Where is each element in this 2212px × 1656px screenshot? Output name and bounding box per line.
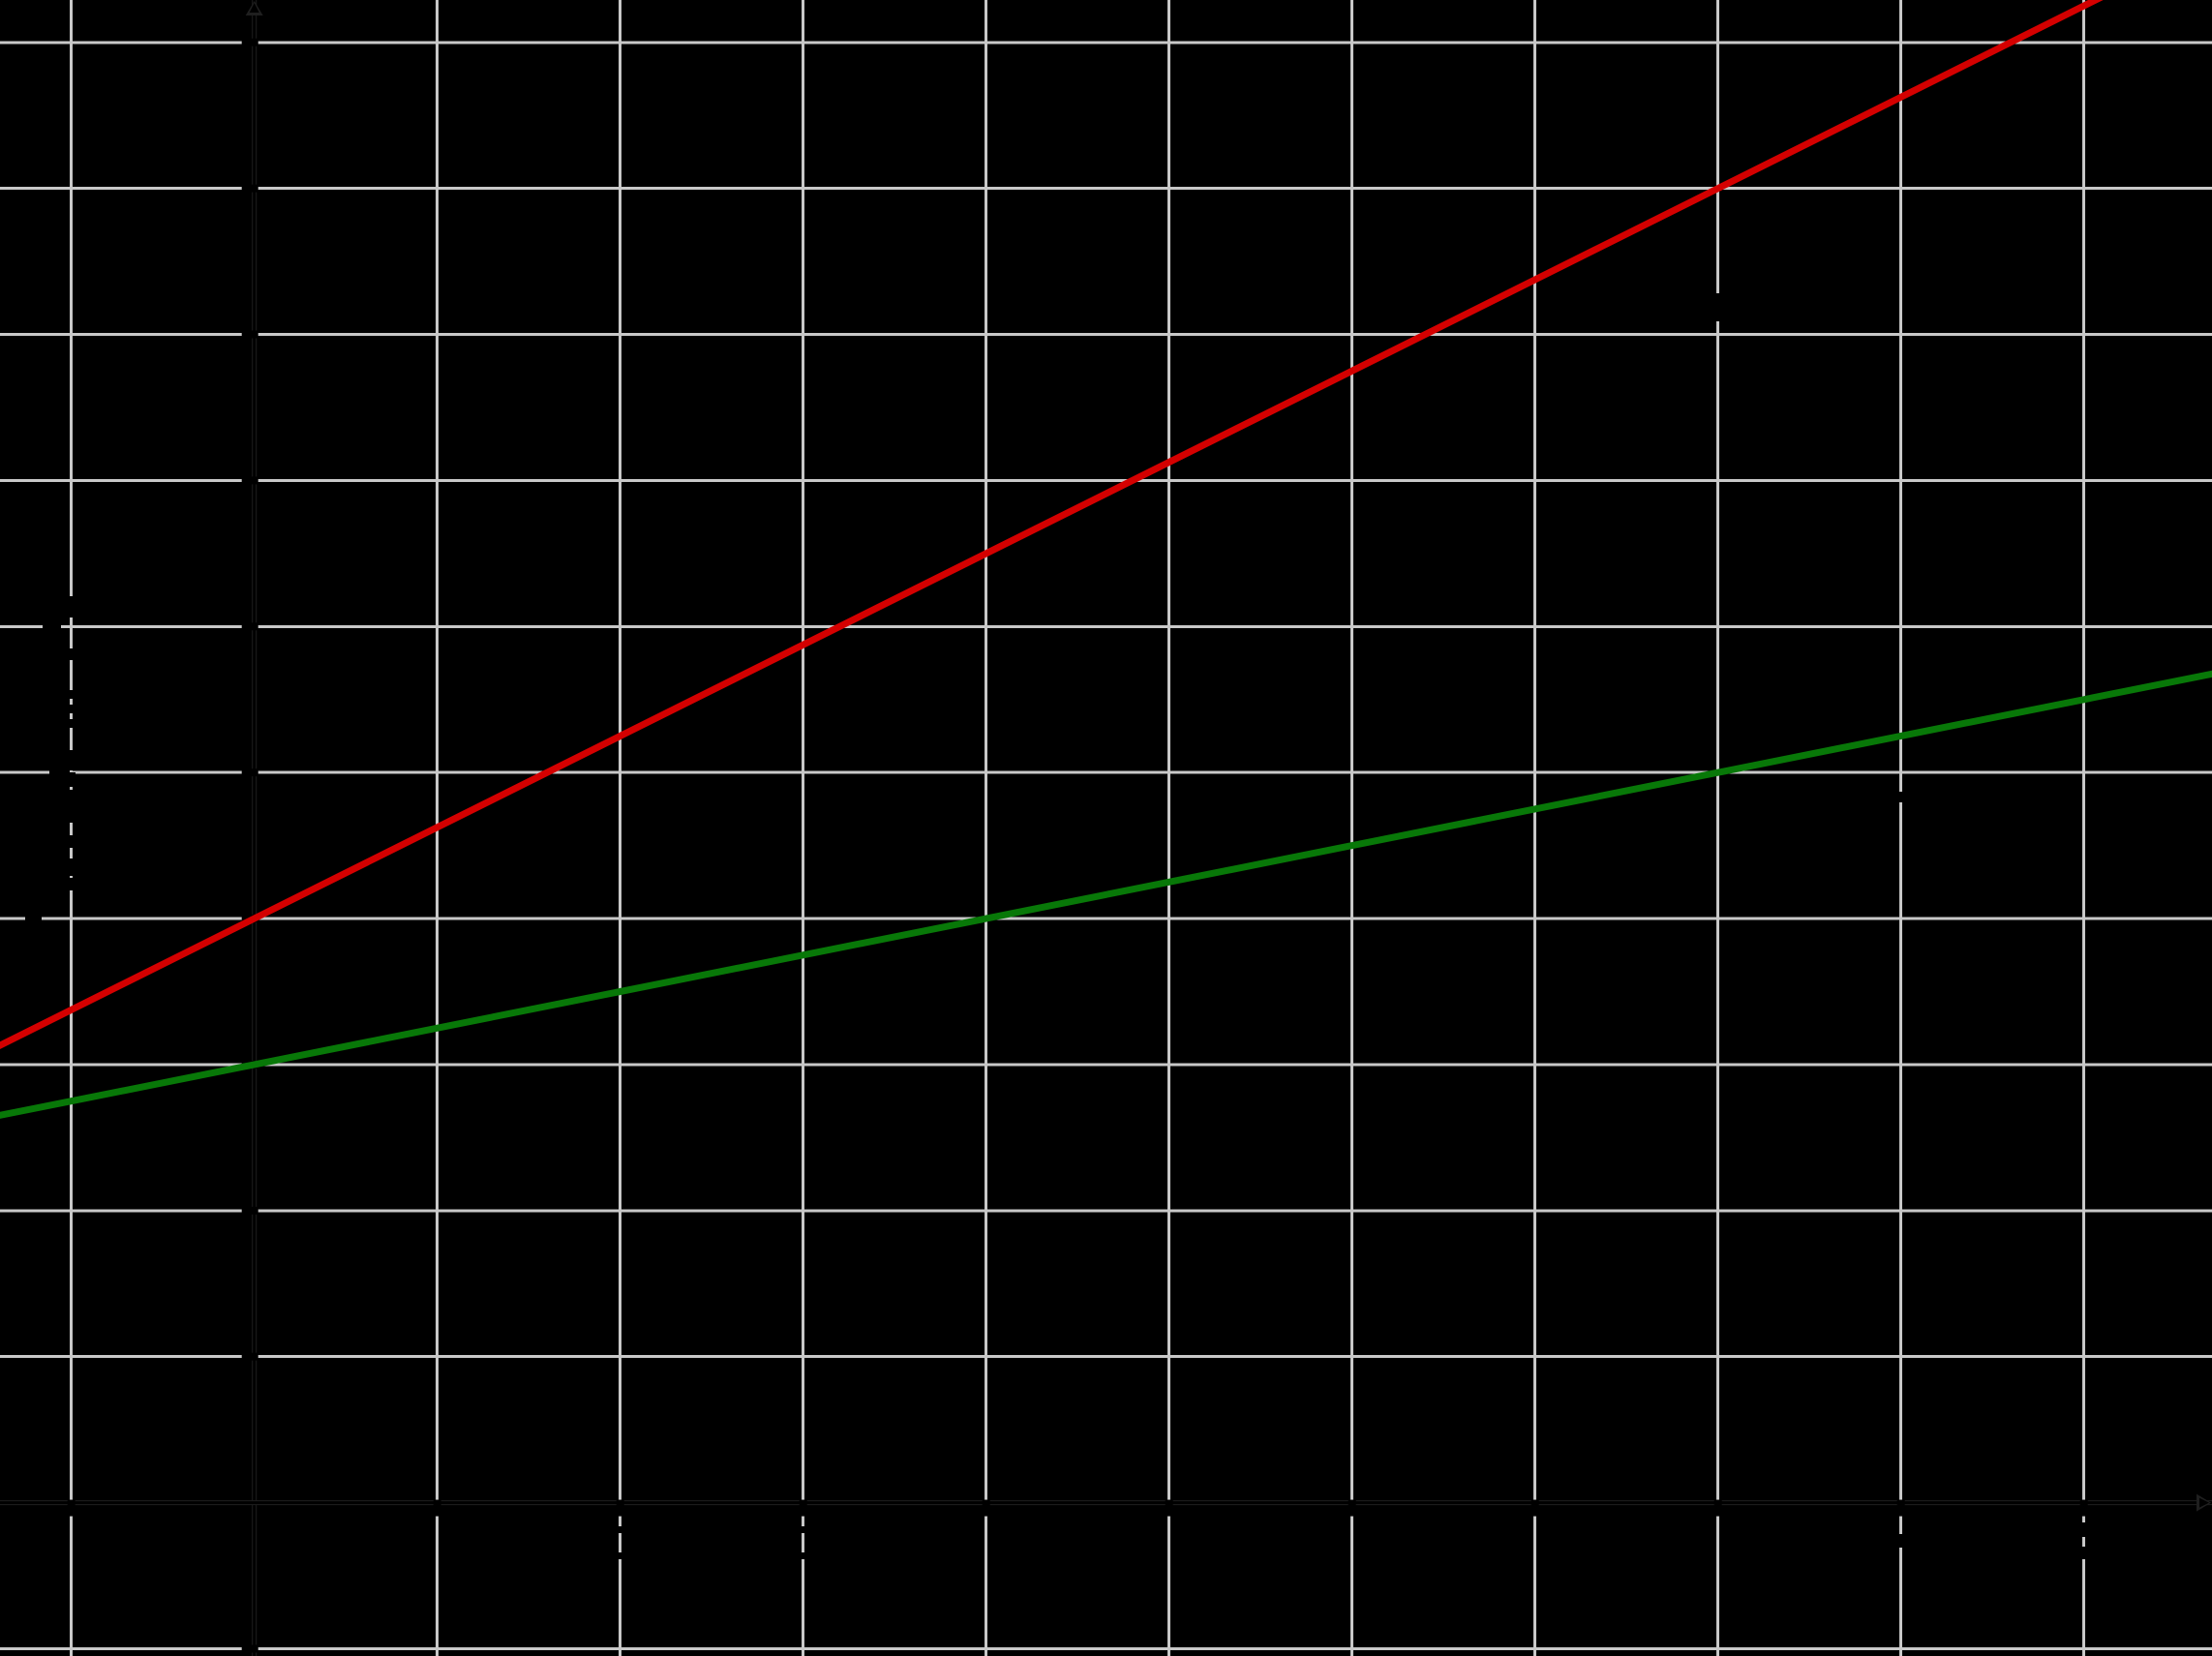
x-axis-tick (2079, 1499, 2088, 1517)
y-axis-tick (241, 1644, 258, 1653)
label-fragment (43, 619, 61, 631)
x-axis-tick (1896, 1499, 1905, 1517)
x-axis-arrowhead-core-icon (2199, 1497, 2209, 1508)
x-axis-tick (1530, 1499, 1539, 1517)
label-fragment (63, 835, 76, 848)
label-fragment (63, 690, 76, 699)
y-axis-tick (241, 38, 258, 46)
label-fragment (2078, 1522, 2088, 1537)
x-axis-tick (1348, 1499, 1356, 1517)
label-fragment (2078, 1547, 2088, 1559)
label-fragment (63, 596, 76, 617)
y-axis-tick (241, 1206, 258, 1215)
y-axis-tick (241, 622, 258, 631)
y-axis-tick (241, 330, 258, 339)
x-axis-tick (616, 1499, 624, 1517)
label-fragment (63, 750, 76, 770)
x-axis-tick (1165, 1499, 1173, 1517)
x-axis-tick (433, 1499, 441, 1517)
x-axis-tick (799, 1499, 807, 1517)
label-fragment (63, 790, 76, 823)
y-axis-arrowhead-core-icon (249, 3, 259, 13)
label-fragment (797, 1552, 805, 1559)
y-axis-tick (241, 476, 258, 485)
label-fragment (1895, 792, 1905, 802)
y-axis-tick (241, 1352, 258, 1361)
label-fragment (63, 878, 76, 890)
y-axis-tick (241, 768, 258, 777)
x-axis-tick (982, 1499, 990, 1517)
label-fragment (25, 911, 42, 922)
label-fragment (1712, 293, 1722, 321)
x-axis-tick (67, 1499, 76, 1517)
label-fragment (614, 1526, 622, 1533)
label-fragment (63, 858, 76, 876)
green-line[interactable] (0, 638, 2212, 1152)
label-fragment (63, 719, 76, 728)
label-fragment (797, 1526, 805, 1533)
label-fragment (63, 705, 76, 713)
label-fragment (63, 648, 76, 660)
y-axis-tick (241, 184, 258, 193)
label-fragment (1895, 1534, 1905, 1548)
label-fragment (49, 766, 70, 777)
red-line[interactable] (0, 0, 2212, 1136)
x-axis-tick (1713, 1499, 1722, 1517)
label-fragment (614, 1552, 622, 1559)
